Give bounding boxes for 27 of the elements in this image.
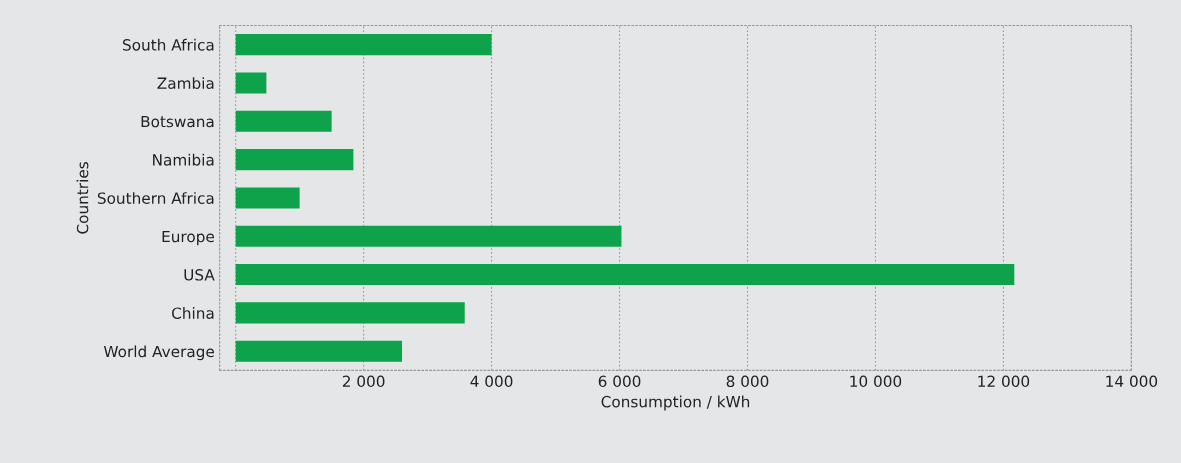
bar [235, 72, 267, 94]
y-tick-label: Europe [162, 230, 214, 246]
bar [235, 187, 300, 209]
bar [235, 225, 622, 247]
y-tick-label: South Africa [122, 38, 214, 51]
x-tick-label: 12 000 [978, 375, 1030, 388]
bar [235, 149, 354, 171]
x-tick-label: 4 000 [470, 375, 513, 388]
x-tick-label: 14 000 [1106, 375, 1158, 388]
y-tick-label: USA [184, 269, 215, 281]
bar [235, 34, 492, 56]
y-tick-label: World Average [103, 345, 214, 361]
y-axis-title: Countries [76, 162, 89, 234]
y-tick-label: Southern Africa [97, 192, 214, 204]
bar [235, 302, 465, 324]
x-tick-label: 10 000 [850, 375, 902, 388]
x-axis-title: Consumption / kWh [601, 395, 750, 411]
y-tick-label: Zambia [157, 77, 214, 89]
y-tick-label: China [172, 307, 214, 319]
bar [235, 264, 1015, 286]
x-tick-label: 8 000 [726, 375, 769, 388]
x-tick-label: 6 000 [598, 375, 641, 388]
bar [235, 340, 403, 362]
y-tick-label: Botswana [141, 115, 214, 128]
x-tick-label: 2 000 [342, 375, 385, 388]
y-tick-label: Namibia [153, 153, 214, 166]
bar [235, 110, 332, 132]
